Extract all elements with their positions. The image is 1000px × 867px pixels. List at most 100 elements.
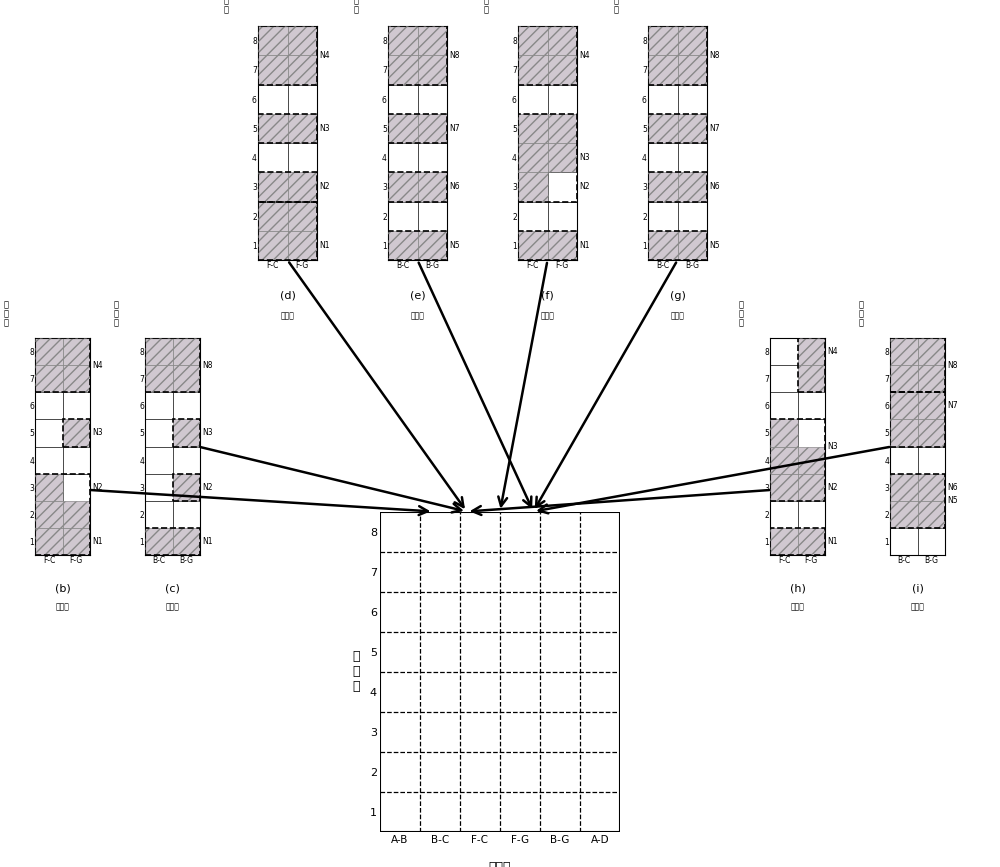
- Bar: [418, 26, 447, 55]
- Text: (e): (e): [410, 290, 425, 301]
- Text: N8: N8: [450, 51, 460, 60]
- Text: N7: N7: [947, 401, 958, 410]
- Bar: [258, 55, 288, 85]
- Bar: [770, 447, 798, 473]
- Bar: [145, 528, 173, 555]
- Bar: [258, 26, 288, 55]
- Bar: [918, 392, 945, 420]
- Bar: [890, 420, 918, 447]
- Bar: [258, 173, 317, 201]
- Text: 链路轴: 链路轴: [281, 311, 294, 321]
- Bar: [145, 338, 200, 392]
- Bar: [62, 365, 90, 392]
- Bar: [798, 473, 825, 500]
- Bar: [62, 338, 90, 365]
- Bar: [770, 528, 798, 555]
- Text: 链路轴: 链路轴: [56, 603, 69, 611]
- Bar: [918, 500, 945, 528]
- Text: 频
谱
轴: 频 谱 轴: [224, 0, 229, 14]
- Bar: [648, 231, 707, 260]
- Bar: [35, 365, 62, 392]
- Bar: [258, 231, 288, 260]
- Bar: [62, 338, 90, 365]
- Bar: [258, 201, 288, 231]
- Bar: [678, 114, 707, 143]
- Bar: [288, 114, 317, 143]
- Text: N3: N3: [202, 428, 213, 438]
- Bar: [35, 338, 90, 392]
- Bar: [518, 114, 548, 143]
- Bar: [548, 55, 577, 85]
- Bar: [890, 365, 918, 392]
- Bar: [890, 338, 918, 365]
- Bar: [258, 26, 288, 55]
- Bar: [648, 55, 678, 85]
- Text: N6: N6: [710, 182, 720, 192]
- Bar: [62, 420, 90, 447]
- Bar: [890, 365, 918, 392]
- Bar: [518, 26, 577, 85]
- Text: N1: N1: [202, 537, 213, 546]
- Text: 频
谱
轴: 频 谱 轴: [738, 300, 743, 327]
- Bar: [258, 173, 288, 201]
- Bar: [518, 26, 548, 55]
- Bar: [35, 473, 90, 555]
- Bar: [145, 338, 173, 365]
- Text: (h): (h): [790, 583, 805, 593]
- Bar: [173, 365, 200, 392]
- Bar: [770, 420, 825, 500]
- Bar: [173, 338, 200, 365]
- Bar: [418, 231, 447, 260]
- Bar: [288, 173, 317, 201]
- Bar: [388, 114, 447, 143]
- Bar: [62, 528, 90, 555]
- Text: N6: N6: [947, 483, 958, 492]
- Bar: [288, 231, 317, 260]
- Bar: [35, 473, 62, 500]
- Bar: [548, 114, 577, 143]
- Bar: [388, 114, 418, 143]
- Bar: [890, 392, 918, 420]
- Bar: [518, 231, 548, 260]
- Bar: [648, 26, 678, 55]
- Bar: [418, 114, 447, 143]
- Bar: [288, 26, 317, 55]
- Bar: [388, 173, 418, 201]
- Bar: [388, 231, 418, 260]
- Bar: [890, 392, 918, 420]
- Bar: [288, 26, 317, 55]
- Bar: [678, 26, 707, 55]
- Bar: [288, 201, 317, 231]
- Bar: [173, 473, 200, 500]
- Bar: [62, 500, 90, 528]
- Text: N7: N7: [450, 124, 460, 133]
- Bar: [518, 114, 548, 143]
- Bar: [648, 173, 678, 201]
- Bar: [35, 528, 62, 555]
- Bar: [890, 392, 945, 447]
- Text: N1: N1: [580, 241, 590, 250]
- Bar: [288, 231, 317, 260]
- Bar: [145, 365, 173, 392]
- Bar: [388, 55, 418, 85]
- Text: (c): (c): [165, 583, 180, 593]
- Bar: [918, 365, 945, 392]
- Text: N4: N4: [92, 361, 103, 369]
- Bar: [918, 473, 945, 500]
- Bar: [388, 231, 447, 260]
- Bar: [173, 420, 200, 447]
- Bar: [62, 528, 90, 555]
- Bar: [35, 500, 62, 528]
- Bar: [648, 231, 678, 260]
- Text: 频
谱
轴: 频 谱 轴: [484, 0, 489, 14]
- Bar: [648, 26, 707, 85]
- Bar: [678, 114, 707, 143]
- Bar: [35, 473, 62, 500]
- Bar: [145, 365, 173, 392]
- Bar: [918, 473, 945, 500]
- Bar: [890, 338, 918, 365]
- Bar: [35, 338, 62, 365]
- Bar: [678, 231, 707, 260]
- Bar: [678, 231, 707, 260]
- Bar: [770, 528, 798, 555]
